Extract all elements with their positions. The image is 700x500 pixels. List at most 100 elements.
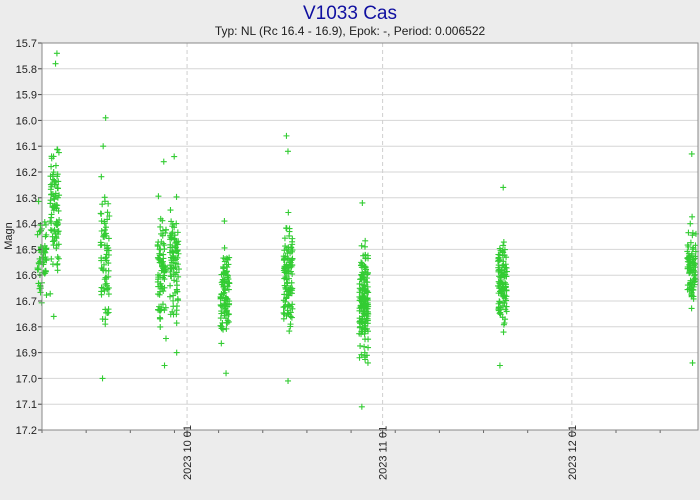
data-point <box>288 263 295 270</box>
data-point <box>356 297 363 304</box>
data-point <box>167 293 174 300</box>
data-point <box>50 153 57 160</box>
data-point <box>101 242 108 249</box>
data-point <box>224 317 231 324</box>
data-point <box>167 236 174 243</box>
data-point <box>159 227 166 234</box>
data-point <box>502 306 509 313</box>
data-point <box>104 247 111 254</box>
data-point <box>171 153 178 160</box>
data-point <box>281 303 288 310</box>
data-point <box>358 242 365 249</box>
data-point <box>170 297 177 304</box>
data-point <box>285 301 292 308</box>
data-point <box>686 269 693 276</box>
data-point <box>50 313 57 320</box>
data-point <box>689 359 696 366</box>
data-point <box>500 329 507 336</box>
data-point <box>362 237 369 244</box>
data-point <box>363 288 370 295</box>
data-point <box>502 261 509 268</box>
data-point <box>500 184 507 191</box>
y-tick-label: 15.8 <box>16 64 37 76</box>
data-point <box>35 266 42 273</box>
x-tick-label: 2023 12 01 <box>567 425 579 480</box>
data-point <box>103 280 110 287</box>
data-point <box>688 292 695 299</box>
x-tick-label: 2023 10 01 <box>182 425 194 480</box>
data-point <box>499 292 506 299</box>
data-point <box>689 232 696 239</box>
data-point <box>692 242 699 249</box>
data-point <box>49 171 56 178</box>
data-point <box>365 344 372 351</box>
data-point <box>102 232 109 239</box>
data-point <box>221 265 228 272</box>
data-point <box>496 362 503 369</box>
data-point <box>361 349 368 356</box>
data-point <box>282 253 289 260</box>
data-point <box>691 272 698 279</box>
data-point <box>34 231 41 238</box>
data-point <box>47 290 54 297</box>
data-point <box>497 311 504 318</box>
data-point <box>687 220 694 227</box>
data-point <box>287 289 294 296</box>
data-point <box>100 233 107 240</box>
data-point <box>288 314 295 321</box>
data-point <box>283 295 290 302</box>
data-point <box>687 239 694 246</box>
data-point <box>42 221 49 228</box>
data-point <box>287 321 294 328</box>
data-point <box>55 178 62 185</box>
data-point <box>102 254 109 261</box>
data-point <box>223 308 230 315</box>
data-point <box>100 267 107 274</box>
data-point <box>499 314 506 321</box>
data-point <box>285 270 292 277</box>
data-point <box>218 271 225 278</box>
data-point <box>102 114 109 121</box>
data-point <box>52 190 59 197</box>
data-point <box>361 330 368 337</box>
data-point <box>689 286 696 293</box>
data-point <box>51 196 58 203</box>
data-point <box>220 283 227 290</box>
data-point <box>158 267 165 274</box>
data-point <box>173 220 180 227</box>
data-point <box>49 238 56 245</box>
data-point <box>103 309 110 316</box>
data-point <box>688 150 695 157</box>
data-point <box>285 377 292 384</box>
data-point <box>155 306 162 313</box>
data-point <box>221 285 228 292</box>
data-point <box>37 285 44 292</box>
data-point <box>360 282 367 289</box>
data-point <box>503 268 510 275</box>
data-point <box>690 267 697 274</box>
data-point <box>225 261 232 268</box>
data-point <box>106 212 113 219</box>
data-point <box>156 259 163 266</box>
data-point <box>54 222 61 229</box>
chart-title: V1033 Cas <box>303 3 397 24</box>
data-point <box>684 242 691 249</box>
data-point <box>154 254 161 261</box>
y-tick-label: 15.7 <box>16 38 37 50</box>
data-point <box>287 313 294 320</box>
data-point <box>43 231 50 238</box>
data-point <box>105 244 112 251</box>
data-point <box>175 266 182 273</box>
data-point <box>280 304 287 311</box>
data-point <box>167 311 174 318</box>
data-point <box>219 304 226 311</box>
data-point <box>47 226 54 233</box>
data-point <box>289 256 296 263</box>
data-point <box>159 301 166 308</box>
data-point <box>55 149 62 156</box>
data-point <box>50 228 57 235</box>
data-point <box>35 259 42 266</box>
gridlines <box>42 42 698 431</box>
data-point <box>225 286 232 293</box>
data-point <box>281 235 288 242</box>
